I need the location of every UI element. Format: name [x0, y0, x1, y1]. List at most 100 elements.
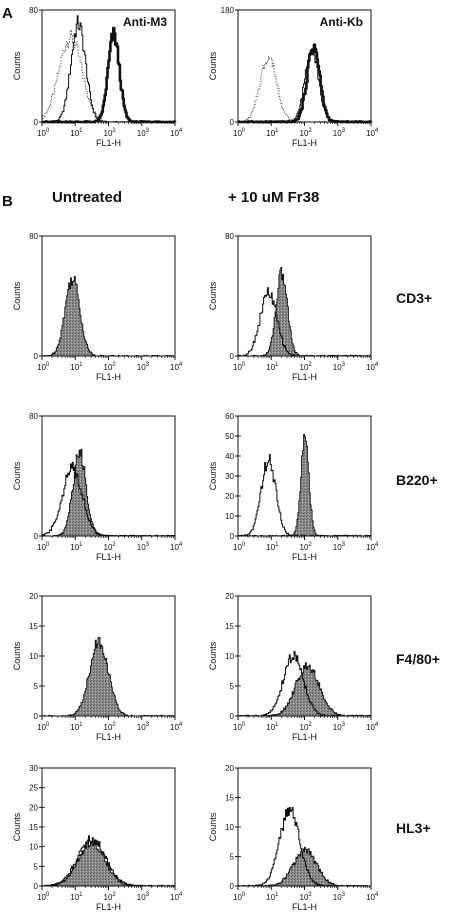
x-tick-exponent: 4 [179, 128, 183, 134]
y-tick-label: 80 [29, 6, 38, 15]
x-axis-title: FL1-H [292, 552, 317, 562]
x-tick-label: 101 [70, 542, 83, 552]
y-tick-label: 30 [225, 472, 234, 481]
x-tick-label: 101 [70, 722, 83, 732]
x-tick-label: 101 [266, 722, 279, 732]
x-tick-label: 101 [266, 542, 279, 552]
y-tick-label: 10 [225, 652, 234, 661]
histogram-series-filled [237, 266, 372, 357]
row-label-b220: B220+ [396, 472, 438, 488]
x-tick-label: 104 [170, 892, 183, 902]
x-tick-exponent: 0 [46, 128, 50, 134]
x-tick-exponent: 0 [46, 362, 50, 368]
x-axis-title: FL1-H [96, 372, 121, 382]
y-tick-label: 5 [230, 853, 235, 862]
x-tick-label: 103 [333, 892, 346, 902]
row-label-f480: F4/80+ [396, 651, 440, 667]
x-tick-label: 104 [170, 722, 183, 732]
x-tick-exponent: 1 [275, 892, 279, 898]
x-axis-title: FL1-H [292, 138, 317, 148]
x-tick-exponent: 2 [112, 128, 116, 134]
histogram-series-bold-line [41, 26, 177, 124]
x-axis-title: FL1-H [292, 902, 317, 912]
x-tick-label: 100 [37, 722, 50, 732]
x-tick-exponent: 1 [275, 362, 279, 368]
y-tick-label: 10 [225, 512, 234, 521]
x-tick-exponent: 2 [112, 892, 116, 898]
x-tick-exponent: 2 [308, 892, 312, 898]
plot-frame [41, 415, 176, 537]
x-tick-exponent: 4 [179, 892, 183, 898]
x-tick-label: 102 [300, 362, 313, 372]
x-tick-label: 103 [333, 128, 346, 138]
x-tick-label: 101 [70, 362, 83, 372]
x-tick-exponent: 3 [146, 362, 150, 368]
x-tick-exponent: 1 [79, 892, 83, 898]
x-tick-exponent: 3 [342, 892, 346, 898]
x-tick-exponent: 3 [342, 722, 346, 728]
x-tick-exponent: 4 [179, 362, 183, 368]
x-tick-exponent: 0 [242, 128, 246, 134]
x-tick-label: 103 [333, 362, 346, 372]
y-tick-label: 20 [29, 803, 38, 812]
x-tick-label: 101 [70, 892, 83, 902]
x-tick-label: 100 [233, 362, 246, 372]
x-tick-label: 102 [300, 722, 313, 732]
x-tick-exponent: 3 [342, 542, 346, 548]
x-tick-exponent: 2 [112, 722, 116, 728]
x-tick-label: 101 [266, 128, 279, 138]
histogram-series-filled [238, 662, 372, 717]
x-tick-exponent: 2 [308, 542, 312, 548]
x-tick-label: 101 [70, 128, 83, 138]
x-axis-title: FL1-H [96, 552, 121, 562]
x-tick-label: 104 [366, 128, 379, 138]
x-tick-label: 100 [233, 128, 246, 138]
x-tick-exponent: 4 [375, 722, 379, 728]
x-tick-label: 104 [366, 892, 379, 902]
y-tick-label: 0 [34, 352, 39, 361]
histogram-series-filled [237, 433, 371, 537]
y-axis-title: Counts [208, 51, 218, 80]
histogram-series-filled [42, 275, 175, 357]
histogram-series-outline [42, 461, 175, 537]
y-tick-label: 80 [29, 232, 38, 241]
y-tick-label: 15 [29, 622, 38, 631]
x-tick-label: 103 [137, 722, 150, 732]
y-tick-label: 20 [225, 764, 234, 773]
panel-label-b: B [2, 193, 13, 210]
y-axis-title: Counts [208, 641, 218, 670]
x-tick-label: 102 [300, 892, 313, 902]
histogram-series-filled [237, 846, 372, 887]
x-axis-title: FL1-H [292, 732, 317, 742]
y-tick-label: 20 [29, 592, 38, 601]
y-tick-label: 0 [34, 882, 39, 891]
y-tick-label: 50 [225, 432, 234, 441]
y-tick-label: 15 [29, 823, 38, 832]
x-tick-exponent: 1 [275, 542, 279, 548]
x-axis-title: FL1-H [96, 138, 121, 148]
x-tick-label: 104 [366, 362, 379, 372]
x-tick-exponent: 0 [242, 892, 246, 898]
x-tick-label: 102 [300, 128, 313, 138]
y-axis-title: Counts [208, 461, 218, 490]
y-tick-label: 0 [34, 118, 39, 127]
y-tick-label: 20 [225, 492, 234, 501]
plot-frame [237, 235, 372, 357]
y-tick-label: 10 [29, 652, 38, 661]
x-tick-label: 101 [266, 892, 279, 902]
y-axis-title: Counts [12, 51, 22, 80]
y-tick-label: 180 [221, 6, 235, 15]
y-axis-title: Counts [12, 461, 22, 490]
histogram-series-filled [41, 448, 176, 537]
x-tick-label: 101 [266, 362, 279, 372]
x-tick-exponent: 3 [342, 362, 346, 368]
y-tick-label: 15 [225, 794, 234, 803]
y-tick-label: 0 [230, 532, 235, 541]
